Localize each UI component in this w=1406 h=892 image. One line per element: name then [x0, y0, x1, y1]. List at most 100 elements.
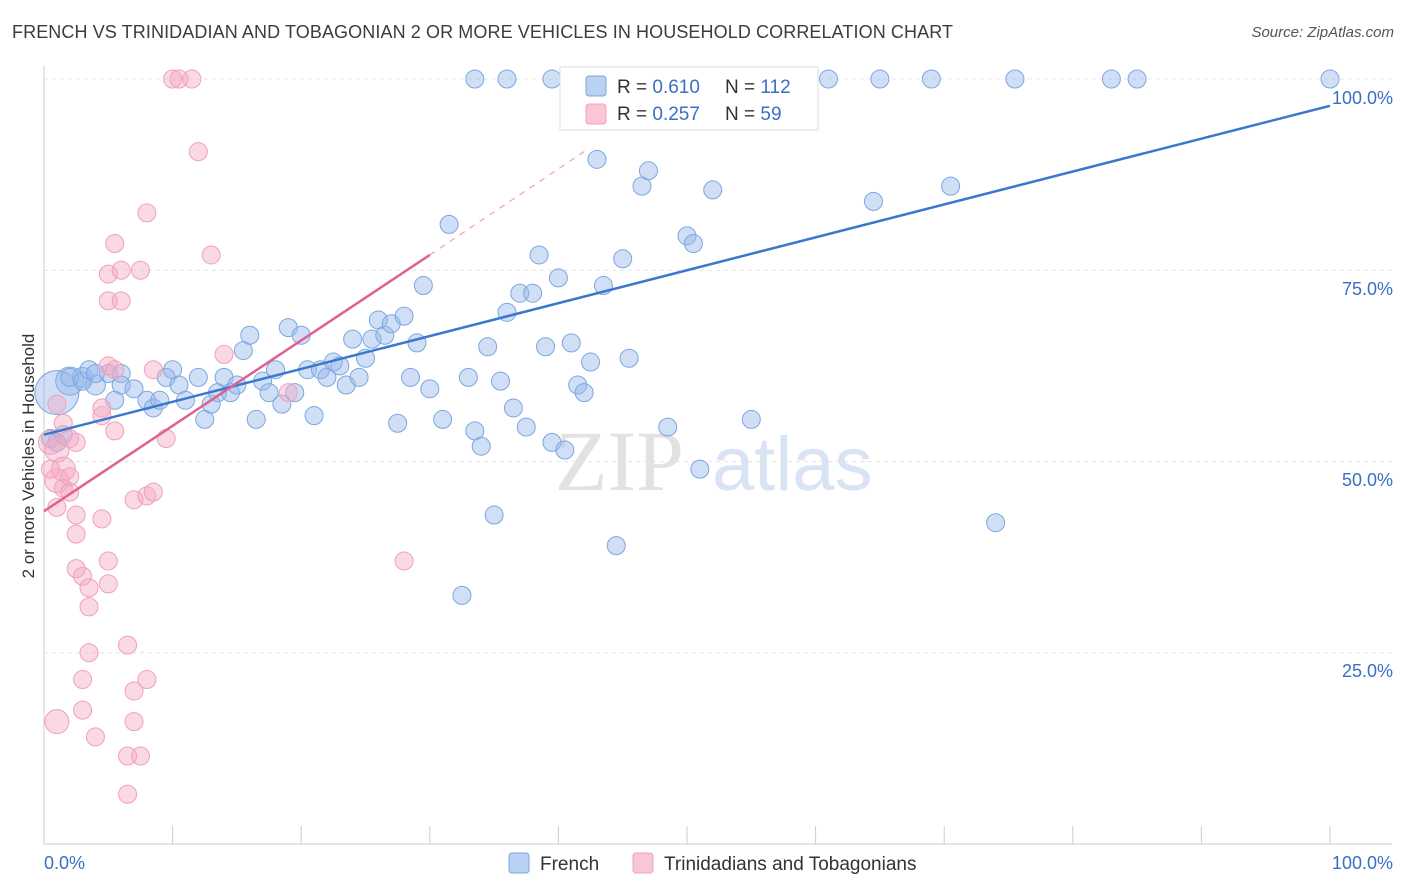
- french-point-51: [413, 276, 433, 296]
- french-point-34: [304, 406, 324, 426]
- french-point-27: [259, 383, 279, 403]
- trini-point-37: [124, 712, 144, 732]
- french-point-89: [741, 409, 761, 429]
- french-point-78: [606, 536, 626, 556]
- french-point-82: [638, 161, 658, 181]
- trini-n-value: 59: [760, 104, 781, 125]
- french-point-68: [536, 337, 556, 357]
- french-trend-line: [43, 104, 1331, 436]
- french-point-48: [394, 306, 414, 326]
- trini-point-11: [73, 566, 93, 586]
- axes: [43, 66, 1392, 845]
- trini-point-57: [40, 459, 60, 479]
- trini-point-0: [37, 429, 63, 455]
- french-point-99: [1127, 69, 1147, 89]
- trini-point-43: [143, 360, 163, 380]
- french-point-47: [388, 413, 408, 433]
- trini-point-23: [98, 264, 118, 284]
- y-tick-100: 100.0%: [1332, 88, 1393, 108]
- trini-point-33: [118, 784, 138, 804]
- french-point-95: [941, 176, 961, 196]
- french-point-104: [60, 367, 80, 387]
- x-tick-0: 0.0%: [44, 853, 85, 873]
- trinidadian-points: [37, 69, 414, 804]
- trend-lines: [43, 104, 1331, 513]
- french-point-0: [34, 370, 80, 416]
- french-point-108: [465, 69, 485, 89]
- bottom-swatch-french: [508, 852, 530, 874]
- trini-trend-extension: [429, 151, 585, 256]
- trini-point-45: [156, 429, 176, 449]
- y-tick-75: 75.0%: [1342, 279, 1393, 299]
- trini-point-20: [92, 398, 112, 418]
- french-point-96: [986, 513, 1006, 533]
- trini-point-30: [111, 260, 131, 280]
- trini-point-55: [60, 467, 80, 487]
- french-r-label: R =: [617, 77, 652, 98]
- bottom-swatch-trini: [632, 852, 654, 874]
- trini-point-16: [73, 700, 93, 720]
- french-point-85: [683, 233, 703, 253]
- trini-point-15: [73, 670, 93, 690]
- french-point-65: [516, 417, 536, 437]
- svg-text:R = 0.610: R = 0.610: [617, 77, 700, 98]
- series-legend: French Trinidadians and Tobagonians: [508, 852, 916, 875]
- stats-legend: R = 0.610 N = 112 R = 0.257 N = 59: [559, 66, 819, 131]
- trini-point-27: [105, 233, 125, 253]
- french-point-74: [574, 383, 594, 403]
- french-point-110: [542, 69, 562, 89]
- french-point-18: [201, 394, 221, 414]
- french-point-16: [188, 367, 208, 387]
- french-point-72: [561, 333, 581, 353]
- french-point-45: [375, 325, 395, 345]
- trini-point-40: [137, 203, 157, 223]
- trini-point-18: [85, 727, 105, 747]
- trini-point-9: [66, 432, 86, 452]
- trini-point-25: [98, 551, 118, 571]
- trini-point-29: [105, 421, 125, 441]
- french-point-86: [690, 459, 710, 479]
- chart-source: Source: ZipAtlas.com: [1251, 24, 1394, 41]
- trini-n-label: N =: [725, 104, 760, 125]
- french-point-87: [703, 180, 723, 200]
- french-point-58: [471, 436, 491, 456]
- trini-point-46: [163, 69, 183, 89]
- trini-point-42: [137, 670, 157, 690]
- french-r-value: 0.610: [652, 77, 700, 98]
- french-point-43: [362, 329, 382, 349]
- legend-french-label: French: [540, 854, 599, 875]
- french-point-41: [349, 367, 369, 387]
- french-point-8: [124, 379, 144, 399]
- french-point-98: [1101, 69, 1121, 89]
- french-n-label: N =: [725, 77, 760, 98]
- svg-text:N = 112: N = 112: [725, 77, 791, 98]
- french-point-79: [613, 249, 633, 269]
- trini-r-value: 0.257: [652, 104, 700, 125]
- trini-point-10: [66, 524, 86, 544]
- trini-point-26: [98, 574, 118, 594]
- trini-point-48: [182, 69, 202, 89]
- french-point-92: [863, 191, 883, 211]
- french-point-71: [555, 440, 575, 460]
- trini-trend-line: [43, 253, 431, 513]
- trini-point-36: [124, 681, 144, 701]
- french-point-52: [420, 379, 440, 399]
- french-point-3: [84, 374, 106, 396]
- french-point-66: [523, 283, 543, 303]
- french-n-value: 112: [760, 77, 790, 98]
- trini-point-50: [201, 245, 221, 265]
- trini-point-12: [79, 578, 99, 598]
- french-point-75: [581, 352, 601, 372]
- chart-title: FRENCH VS TRINIDADIAN AND TOBAGONIAN 2 O…: [12, 22, 954, 42]
- x-tick-100: 100.0%: [1332, 853, 1393, 873]
- trini-point-21: [92, 509, 112, 529]
- french-point-56: [458, 367, 478, 387]
- y-axis-label: 2 or more Vehicles in Household: [19, 334, 38, 579]
- french-point-59: [478, 337, 498, 357]
- french-point-93: [870, 69, 890, 89]
- trini-point-38: [130, 260, 150, 280]
- trini-point-7: [47, 394, 67, 414]
- french-point-24: [240, 325, 260, 345]
- trini-point-6: [66, 505, 86, 525]
- trini-point-58: [66, 559, 86, 579]
